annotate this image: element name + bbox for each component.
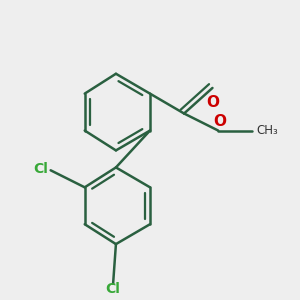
Text: Cl: Cl <box>106 282 121 296</box>
Text: CH₃: CH₃ <box>256 124 278 137</box>
Text: Cl: Cl <box>33 162 48 176</box>
Text: O: O <box>206 95 219 110</box>
Text: O: O <box>213 114 226 129</box>
